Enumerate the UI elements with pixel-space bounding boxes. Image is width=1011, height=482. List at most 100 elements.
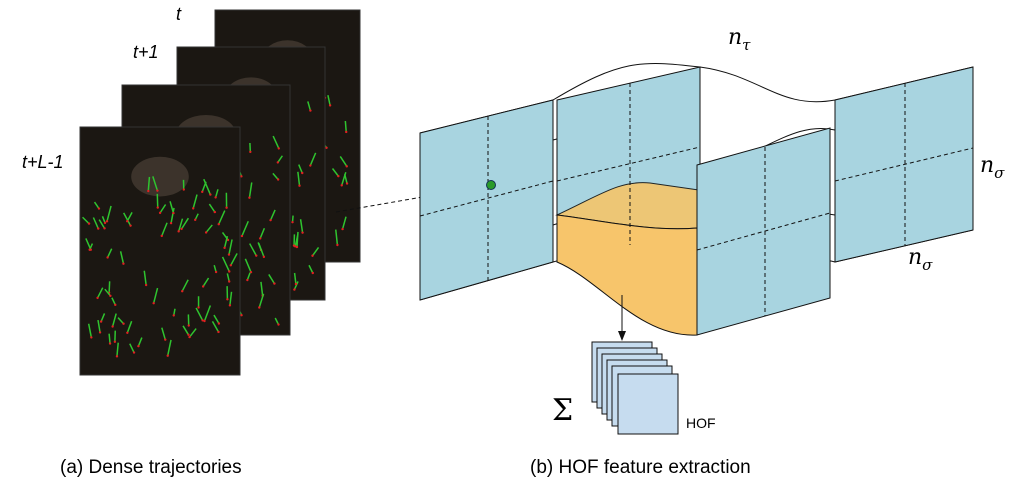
trajectory xyxy=(161,327,167,340)
trajectory xyxy=(258,243,265,258)
trajectory-end xyxy=(109,294,112,298)
trajectory-end xyxy=(156,189,159,192)
trajectory xyxy=(166,339,172,356)
trajectory-end xyxy=(345,165,348,168)
trajectory-end xyxy=(201,319,204,322)
volume xyxy=(419,62,974,336)
grid xyxy=(419,180,554,217)
trajectory-end xyxy=(152,302,155,305)
trajectory-end xyxy=(240,314,243,317)
trajectory-end xyxy=(301,171,304,175)
trajectory xyxy=(98,219,106,229)
trajectory-end xyxy=(258,237,262,240)
trajectory-end xyxy=(248,196,251,199)
trajectory-end xyxy=(197,306,200,309)
grid xyxy=(696,212,831,251)
trajectory xyxy=(96,287,104,299)
trajectory-end xyxy=(111,325,114,328)
trajectory-end xyxy=(172,211,175,215)
subscript: τ xyxy=(742,36,751,54)
trajectory-end xyxy=(229,264,232,267)
trajectory xyxy=(260,281,264,296)
trajectory-end xyxy=(158,211,162,215)
trajectory xyxy=(208,203,216,213)
trajectory-end xyxy=(166,354,169,357)
trajectory xyxy=(129,343,135,353)
trajectory-end xyxy=(246,278,249,282)
trajectory-end xyxy=(337,174,340,178)
trajectory xyxy=(226,273,230,282)
trajectory xyxy=(269,209,276,221)
trajectory-end xyxy=(277,147,281,150)
trajectory-end xyxy=(340,184,343,187)
frame-label: t+1 xyxy=(133,42,159,62)
trajectory xyxy=(152,287,159,304)
trajectory-end xyxy=(328,104,332,107)
trajectory-end xyxy=(214,270,218,274)
grid xyxy=(556,146,701,182)
trajectory xyxy=(111,297,116,306)
trajectory-end xyxy=(204,231,208,234)
trajectory xyxy=(327,95,331,106)
sum: Σ xyxy=(552,393,573,428)
trajectory-end xyxy=(226,238,230,242)
trajectory-end xyxy=(311,271,314,275)
trajectory xyxy=(106,248,113,258)
trajectory-end xyxy=(255,254,258,257)
trajectory xyxy=(213,314,220,324)
trajectory xyxy=(277,155,283,163)
trajectory-end xyxy=(325,146,328,149)
trajectory xyxy=(87,323,93,338)
trajectory-end xyxy=(227,253,231,256)
trajectory xyxy=(268,274,276,284)
panel xyxy=(419,99,554,301)
trajectory xyxy=(111,313,117,327)
trajectory-end xyxy=(223,246,226,250)
trajectory xyxy=(181,279,189,292)
trajectory-end xyxy=(147,189,150,193)
trajectory-end xyxy=(217,330,220,334)
trajectory xyxy=(259,227,266,239)
trajectory-end xyxy=(106,256,109,259)
trajectory-end xyxy=(309,164,312,167)
trajectory xyxy=(229,291,233,306)
trajectory-end xyxy=(160,234,163,238)
trajectory xyxy=(119,251,125,264)
panel xyxy=(696,127,831,336)
trajectory-end xyxy=(240,234,244,238)
trajectory-end xyxy=(98,331,102,334)
trajectory-end xyxy=(97,207,101,210)
trajectory xyxy=(126,212,133,222)
trajectory-end xyxy=(105,220,109,223)
trajectory-end xyxy=(115,355,119,358)
symbol: n xyxy=(908,245,922,270)
trajectory xyxy=(211,320,220,333)
trajectory-end xyxy=(301,231,304,234)
trajectory-end xyxy=(182,188,185,191)
trajectory-end xyxy=(87,222,91,225)
trajectory xyxy=(214,189,219,198)
trajectory xyxy=(272,135,280,149)
histogram xyxy=(617,373,679,435)
trajectory xyxy=(143,270,147,286)
trajectory-end xyxy=(99,320,103,323)
trajectory-end xyxy=(341,227,344,231)
trajectory-end xyxy=(192,207,195,210)
trajectory-end xyxy=(294,282,298,286)
trajectory xyxy=(230,253,238,266)
trajectory xyxy=(339,156,348,167)
trajectory-end xyxy=(201,285,205,288)
grid xyxy=(834,147,974,182)
trajectory xyxy=(188,328,197,338)
trajectory xyxy=(82,216,90,225)
trajectory-end xyxy=(273,282,276,285)
trajectory xyxy=(122,212,132,227)
trajectory xyxy=(223,236,229,249)
symbol: n xyxy=(980,153,994,178)
trajectory xyxy=(85,238,92,251)
trajectory xyxy=(117,317,125,325)
trajectory xyxy=(161,222,168,237)
trajectory xyxy=(228,239,233,255)
trajectory xyxy=(202,277,210,287)
trajectory xyxy=(195,307,204,321)
